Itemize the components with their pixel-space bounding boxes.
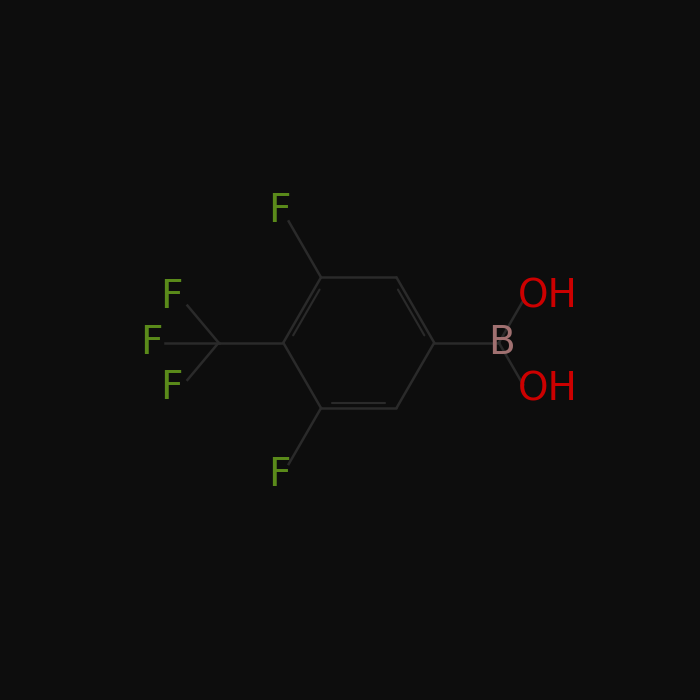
Text: F: F (140, 323, 162, 362)
Text: OH: OH (517, 370, 577, 408)
Text: B: B (488, 323, 515, 362)
Text: F: F (160, 369, 183, 407)
Text: F: F (160, 279, 183, 316)
Text: F: F (267, 456, 290, 494)
Text: F: F (267, 192, 290, 230)
Text: OH: OH (517, 277, 577, 316)
